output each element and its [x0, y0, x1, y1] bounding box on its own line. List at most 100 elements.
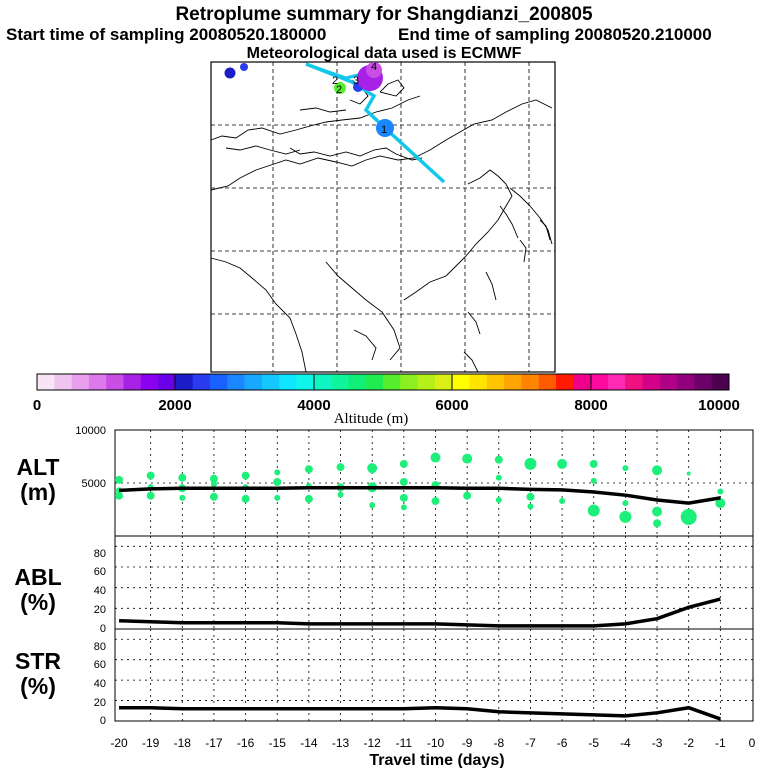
colorbar-segment [711, 374, 730, 390]
colorbar-segment [140, 374, 159, 390]
abl-label: ABL [14, 564, 61, 590]
colorbar-segment [573, 374, 591, 390]
plume-point [334, 82, 346, 94]
colorbar-segment [175, 374, 193, 390]
altitude-scatter-point [209, 474, 218, 483]
altitude-scatter-point [304, 494, 313, 503]
altitude-scatter-point [717, 488, 724, 495]
colorbar-segment [88, 374, 107, 390]
map: 2 2 3 4 1 [210, 61, 556, 373]
x-tick-label: -14 [300, 736, 318, 750]
colorbar-segment [659, 374, 678, 390]
altitude-scatter-point [369, 502, 376, 509]
x-tick-label: -5 [588, 736, 599, 750]
plume-point [224, 67, 236, 79]
str-ytick: 80 [94, 641, 106, 653]
altitude-scatter-point [462, 453, 473, 464]
trajectory: 2 2 3 4 1 [224, 61, 446, 184]
colorbar-segment [434, 374, 453, 390]
altitude-scatter-point [652, 465, 663, 476]
colorbar-segment [556, 374, 574, 390]
colorbar-tick: 6000 [435, 397, 468, 414]
colorbar-tick: 2000 [158, 397, 191, 414]
x-tick-label: -16 [237, 736, 255, 750]
abl-ytick: 40 [94, 585, 106, 597]
abl-line [118, 597, 721, 628]
x-tick-label: -9 [462, 736, 473, 750]
colorbar-segment [244, 374, 263, 390]
colorbar-segment [486, 374, 505, 390]
plume-point [376, 119, 394, 137]
altitude-scatter-point [494, 455, 503, 464]
str-line [119, 705, 721, 721]
altitude-scatter-point [559, 498, 566, 505]
colorbar-segment [538, 374, 557, 390]
colorbar-segment [123, 374, 142, 390]
abl-ytick: 0 [100, 623, 106, 635]
x-tick-label: -1 [715, 736, 726, 750]
altitude-scatter-point [430, 452, 441, 463]
colorbar-segment [210, 374, 228, 390]
x-tick-label: 0 [749, 736, 756, 750]
x-tick-labels: -20 -19 -18 -17 -16 -15 -14 -13 -12 -11 -10 -9 -8 -7-… [110, 736, 755, 750]
trajectory-label: 1 [381, 124, 387, 136]
altitude-scatter-point [274, 494, 281, 501]
altitude-scatter-point [527, 503, 534, 510]
start-time-label: Start time of sampling 20080520.180000 [6, 25, 327, 44]
altitude-scatter-point [336, 463, 345, 472]
altitude-scatter-point [400, 504, 407, 511]
x-tick-label: -11 [396, 736, 413, 750]
colorbar-segment [106, 374, 124, 390]
trajectory-label: 3 [353, 75, 359, 87]
altitude-scatter-point [463, 491, 472, 500]
altitude-scatter-point [686, 471, 691, 476]
trajectory-label: 4 [371, 61, 377, 73]
altitude-scatter-point [337, 491, 344, 498]
str-ytick: 0 [100, 715, 106, 727]
altitude-scatter-point [619, 510, 632, 523]
chart-marks [115, 452, 726, 721]
colorbar-segment [694, 374, 712, 390]
colorbar-label: Altitude (m) [334, 411, 409, 427]
altitude-scatter-point [587, 504, 600, 517]
x-tick-label: -4 [620, 736, 631, 750]
altitude-scatter-point [653, 519, 662, 528]
x-axis-label: Travel time (days) [369, 752, 504, 768]
altitude-scatter-point [715, 498, 726, 509]
altitude-mean-line [118, 486, 721, 505]
colorbar-segment [227, 374, 245, 390]
x-tick-label: -13 [332, 736, 350, 750]
altitude-scatter-point [209, 492, 218, 501]
altitude-scatter-point [590, 477, 597, 484]
colorbar-segment [279, 374, 297, 390]
altitude-scatter-point [526, 492, 535, 501]
abl-ytick: 20 [94, 604, 106, 616]
colorbar-segment [331, 374, 349, 390]
colorbar-frame [36, 373, 730, 391]
str-panel-frame [114, 628, 754, 722]
colorbar-segment [348, 374, 366, 390]
x-tick-label: -6 [557, 736, 568, 750]
altitude-scatter-point [399, 477, 408, 486]
map-frame [210, 61, 556, 373]
altitude-scatter-point [241, 471, 250, 480]
colorbar-segment [296, 374, 315, 390]
colorbar-segment [71, 374, 90, 390]
x-tick-label: -3 [652, 736, 663, 750]
altitude-scatter-point [115, 491, 123, 500]
altitude-scatter-point [680, 508, 697, 525]
x-tick-label: -8 [493, 736, 504, 750]
x-tick-label: -2 [683, 736, 694, 750]
colorbar-segment [504, 374, 522, 390]
colorbar-segment [400, 374, 418, 390]
colorbar-segment [192, 374, 211, 390]
colorbar-segment [590, 374, 609, 390]
colorbar-segment [469, 374, 488, 390]
x-tick-label: -17 [205, 736, 223, 750]
colorbar-segment [313, 374, 332, 390]
colorbar-tick: 8000 [574, 397, 607, 414]
colorbar-segment [261, 374, 280, 390]
end-time-label: End time of sampling 20080520.210000 [398, 25, 712, 44]
colorbar-tick: 0 [33, 397, 41, 414]
